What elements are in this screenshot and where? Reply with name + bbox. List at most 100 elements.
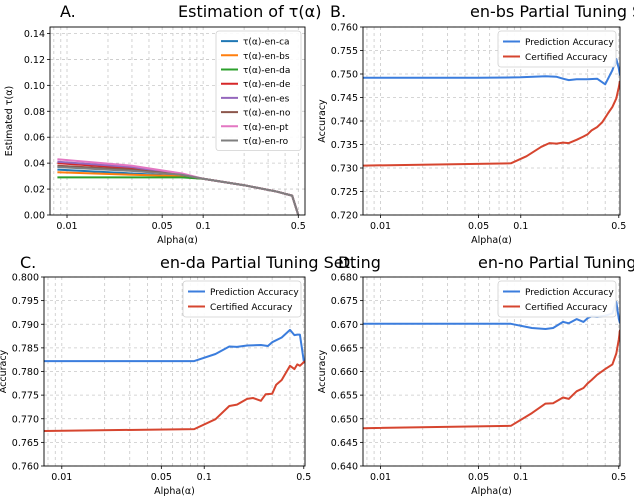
y-tick-label: 0.665 [331,343,358,354]
y-tick-label: 0.06 [24,133,45,144]
panel-letter: B. [330,2,346,21]
legend-label: τ(α)-en-de [243,80,291,90]
y-tick-label: 0.08 [24,107,45,118]
legend: Prediction Accuracy Certified Accuracy [497,280,617,318]
legend-label: τ(α)-en-pt [243,123,289,133]
y-axis-label: Accuracy [0,349,9,393]
x-tick-label: 0.01 [370,472,391,483]
legend: τ(α)-en-ca τ(α)-en-bs τ(α)-en-da τ(α)-en-de… [215,30,302,151]
y-tick-label: 0.14 [24,29,45,40]
chart-panel-d: 0.640 0.645 0.650 0.655 0.660 0.665 0.670 0.675… [317,253,634,497]
legend-label: Prediction Accuracy [525,38,614,48]
legend-label: τ(α)-en-da [243,66,290,76]
legend-label: τ(α)-en-no [243,109,291,119]
y-tick-label: 0.760 [331,23,358,34]
y-tick-label: 0.730 [331,164,358,175]
x-tick-label: 0.01 [56,221,77,232]
x-tick-label: 0.01 [51,472,72,483]
panel-letter: D. [338,253,355,272]
x-axis-label: Alpha(α) [471,235,512,246]
legend-box [215,30,302,151]
y-tick-label: 0.04 [24,159,45,170]
y-tick-label: 0.780 [12,367,39,378]
y-tick-label: 0.670 [331,320,358,331]
series-line [57,176,300,215]
x-tick-label: 0.05 [152,221,173,232]
x-tick-label: 0.1 [196,221,211,232]
x-tick-label: 0.1 [197,472,212,483]
series-line [363,329,620,430]
y-tick-label: 0.02 [24,185,45,196]
y-tick-label: 0.680 [331,273,358,284]
x-tick-label: 0.1 [513,472,528,483]
x-tick-label: 0.05 [151,472,172,483]
series-line [57,171,300,215]
y-tick-label: 0.00 [24,211,45,222]
x-tick-label: 0.5 [291,221,306,232]
chart-panel-a: 0.00 0.02 0.04 0.06 0.08 0.10 0.12 0.14 0.01 0.05… [4,2,321,246]
legend: Prediction Accuracy Certified Accuracy [182,280,302,318]
legend: Prediction Accuracy Certified Accuracy [497,30,617,68]
y-tick-label: 0.735 [331,140,358,151]
y-tick-label: 0.770 [12,414,39,425]
series-line [57,166,300,215]
y-tick-label: 0.750 [331,70,358,81]
y-tick-label: 0.655 [331,391,358,402]
y-axis-label: Accuracy [317,349,328,393]
x-tick-label: 0.5 [611,472,626,483]
legend-box [497,30,617,68]
chart-panel-b: 0.720 0.725 0.730 0.735 0.740 0.745 0.750 0.755… [317,2,634,246]
legend-label: Prediction Accuracy [525,288,614,298]
y-tick-label: 0.745 [331,93,358,104]
y-tick-label: 0.785 [12,343,39,354]
panel-letter: C. [20,253,36,272]
legend-label: Certified Accuracy [210,303,293,313]
legend-box [497,280,617,318]
x-tick-label: 0.5 [611,221,626,232]
x-tick-label: 0.5 [296,472,311,483]
y-axis-label: Accuracy [317,99,328,143]
y-tick-label: 0.640 [331,462,358,473]
x-tick-label: 0.01 [370,221,391,232]
series-line [363,80,620,167]
legend-label: τ(α)-en-es [243,94,290,104]
chart-panel-c: 0.760 0.765 0.770 0.775 0.780 0.785 0.790 0.795… [0,253,381,497]
legend-label: τ(α)-en-ca [243,38,290,48]
legend-label: Prediction Accuracy [210,288,299,298]
y-tick-label: 0.645 [331,438,358,449]
y-tick-label: 0.725 [331,187,358,198]
y-tick-label: 0.675 [331,296,358,307]
y-tick-label: 0.790 [12,320,39,331]
plot-frame [49,26,306,216]
chart-title: Estimation of τ(α) [178,2,321,21]
y-axis-label: Estimated τ(α) [4,86,15,156]
y-tick-label: 0.755 [331,46,358,57]
x-tick-label: 0.05 [468,472,489,483]
y-tick-label: 0.650 [331,414,358,425]
series-line [44,360,305,432]
series-line [44,328,305,364]
y-tick-label: 0.10 [24,81,45,92]
chart-title: en-bs Partial Tuning Setting [470,2,634,21]
legend-label: τ(α)-en-bs [243,52,290,62]
legend-box [182,280,302,318]
x-tick-label: 0.1 [513,221,528,232]
chart-title: en-no Partial Tuning Setting [478,253,634,272]
panel-letter: A. [60,2,76,21]
x-axis-label: Alpha(α) [154,486,195,497]
legend-label: τ(α)-en-ro [243,137,289,147]
legend-label: Certified Accuracy [525,53,608,63]
y-tick-label: 0.12 [24,55,45,66]
y-tick-label: 0.800 [12,273,39,284]
y-tick-label: 0.795 [12,296,39,307]
x-tick-label: 0.05 [468,221,489,232]
chart-title: en-da Partial Tuning Setting [160,253,381,272]
y-tick-label: 0.775 [12,391,39,402]
legend-label: Certified Accuracy [525,303,608,313]
x-axis-label: Alpha(α) [471,486,512,497]
y-tick-label: 0.660 [331,367,358,378]
y-tick-label: 0.720 [331,211,358,222]
x-axis-label: Alpha(α) [157,235,198,246]
y-tick-label: 0.765 [12,438,39,449]
